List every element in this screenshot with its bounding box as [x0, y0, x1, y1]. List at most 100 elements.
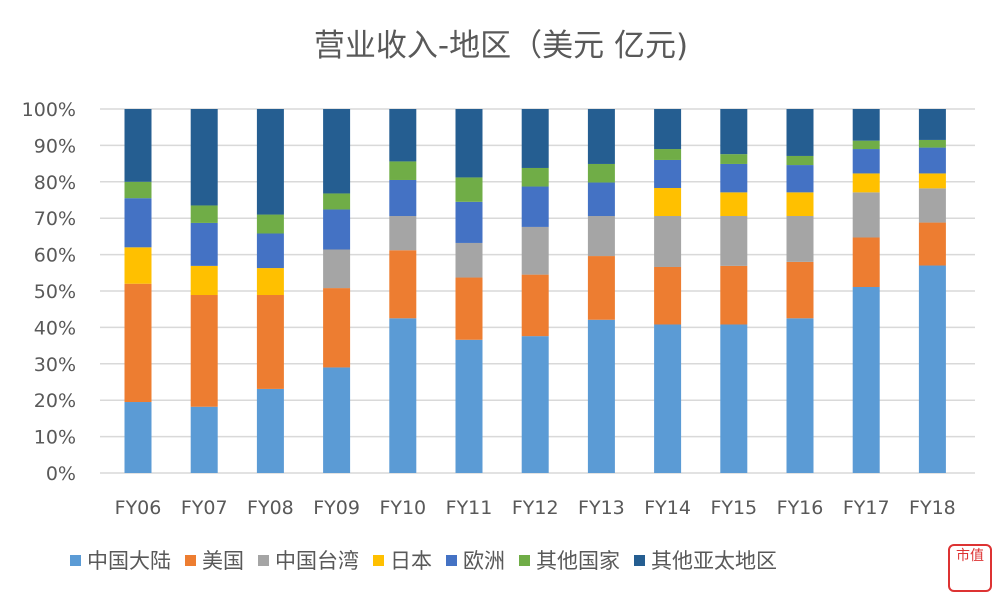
bar-segment	[654, 266, 682, 325]
legend-item: 欧洲	[446, 545, 505, 575]
bar-segment	[455, 201, 483, 243]
x-tick-label: FY08	[247, 497, 294, 519]
bar-segment	[587, 319, 615, 473]
x-tick-label: FY06	[115, 497, 162, 519]
bar-segment	[587, 109, 615, 164]
y-tick-label: 60%	[34, 245, 76, 267]
bar-segment	[521, 167, 549, 187]
bar-segment	[918, 173, 946, 189]
legend-label: 日本	[390, 549, 432, 573]
bar-segment	[124, 109, 152, 182]
legend-label: 美国	[202, 549, 244, 573]
y-tick-label: 70%	[34, 208, 76, 230]
bar-segment	[124, 181, 152, 199]
x-tick-label: FY18	[909, 497, 956, 519]
bar-segment	[124, 402, 152, 473]
legend-item: 其他国家	[519, 545, 620, 575]
x-tick-label: FY16	[777, 497, 824, 519]
y-tick-label: 100%	[22, 99, 76, 121]
x-tick-label: FY11	[446, 497, 493, 519]
bar-segment	[256, 295, 284, 389]
bar-segment	[190, 205, 218, 223]
legend-swatch	[258, 554, 269, 566]
bar-segment	[389, 109, 417, 162]
bar-segment	[918, 139, 946, 148]
bar-segment	[124, 198, 152, 248]
bar-segment	[720, 163, 748, 193]
y-tick-label: 30%	[34, 354, 76, 376]
bar-segment	[918, 109, 946, 140]
bar-segment	[256, 109, 284, 215]
bar-segment	[654, 109, 682, 150]
bar-segment	[521, 186, 549, 227]
bar-segment	[720, 324, 748, 473]
x-tick-label: FY09	[313, 497, 360, 519]
bar-segment	[720, 216, 748, 266]
legend-label: 其他国家	[536, 549, 620, 573]
bar-segment	[852, 286, 880, 473]
bar-segment	[786, 261, 814, 319]
bar-segment	[256, 388, 284, 473]
y-tick-label: 50%	[34, 281, 76, 303]
bar-segment	[654, 216, 682, 267]
bar-segment	[852, 140, 880, 150]
legend-label: 中国大陆	[87, 549, 171, 573]
bar-segment	[720, 109, 748, 155]
bar-segment	[323, 249, 351, 289]
y-tick-label: 80%	[34, 172, 76, 194]
legend-swatch	[634, 554, 645, 566]
bar-segment	[786, 216, 814, 262]
brand-logo: 市值	[948, 544, 992, 592]
bar-segment	[190, 295, 218, 407]
bar-segment	[918, 265, 946, 473]
legend-label: 其他亚太地区	[651, 549, 777, 573]
x-tick-label: FY15	[710, 497, 757, 519]
bar-segment	[323, 288, 351, 368]
chart-title: 营业收入-地区（美元 亿元)	[313, 28, 689, 64]
bar-segment	[256, 268, 284, 296]
bar-segment	[852, 109, 880, 141]
bar-segment	[720, 265, 748, 325]
bar-segment	[587, 163, 615, 183]
bar-segment	[720, 154, 748, 164]
bar-segment	[720, 192, 748, 217]
bar-segment	[521, 226, 549, 275]
bar-segment	[190, 265, 218, 296]
bar-segment	[654, 324, 682, 473]
x-tick-label: FY17	[843, 497, 890, 519]
bar-segment	[389, 250, 417, 319]
bar-segment	[190, 109, 218, 206]
bar-segment	[852, 237, 880, 287]
bar-segment	[323, 367, 351, 473]
bar-segment	[521, 336, 549, 473]
bar-segment	[455, 339, 483, 473]
bar-segment	[786, 109, 814, 156]
y-tick-label: 90%	[34, 135, 76, 157]
legend-item: 中国台湾	[258, 545, 359, 575]
bar-segment	[455, 242, 483, 278]
bar-segment	[389, 318, 417, 473]
bar-segment	[918, 222, 946, 266]
bar-segment	[654, 159, 682, 188]
bar-segment	[587, 182, 615, 217]
bar-segment	[455, 109, 483, 178]
bar-segment	[786, 318, 814, 473]
x-tick-label: FY07	[181, 497, 228, 519]
legend-item: 中国大陆	[70, 545, 171, 575]
legend-item: 美国	[185, 545, 244, 575]
bar-segment	[786, 192, 814, 217]
bar-segment	[323, 109, 351, 194]
bar-segment	[389, 179, 417, 217]
bar-segment	[323, 193, 351, 210]
x-tick-label: FY10	[379, 497, 426, 519]
legend: 中国大陆 美国 中国台湾 日本 欧洲 其他国家 其他亚太地区	[70, 545, 777, 575]
bar-segment	[918, 147, 946, 174]
legend-item: 其他亚太地区	[634, 545, 777, 575]
bar-segment	[124, 283, 152, 403]
bar-segment	[918, 188, 946, 223]
legend-label: 中国台湾	[275, 549, 359, 573]
y-tick-label: 20%	[34, 390, 76, 412]
legend-swatch	[446, 554, 457, 566]
legend-swatch	[373, 554, 384, 566]
